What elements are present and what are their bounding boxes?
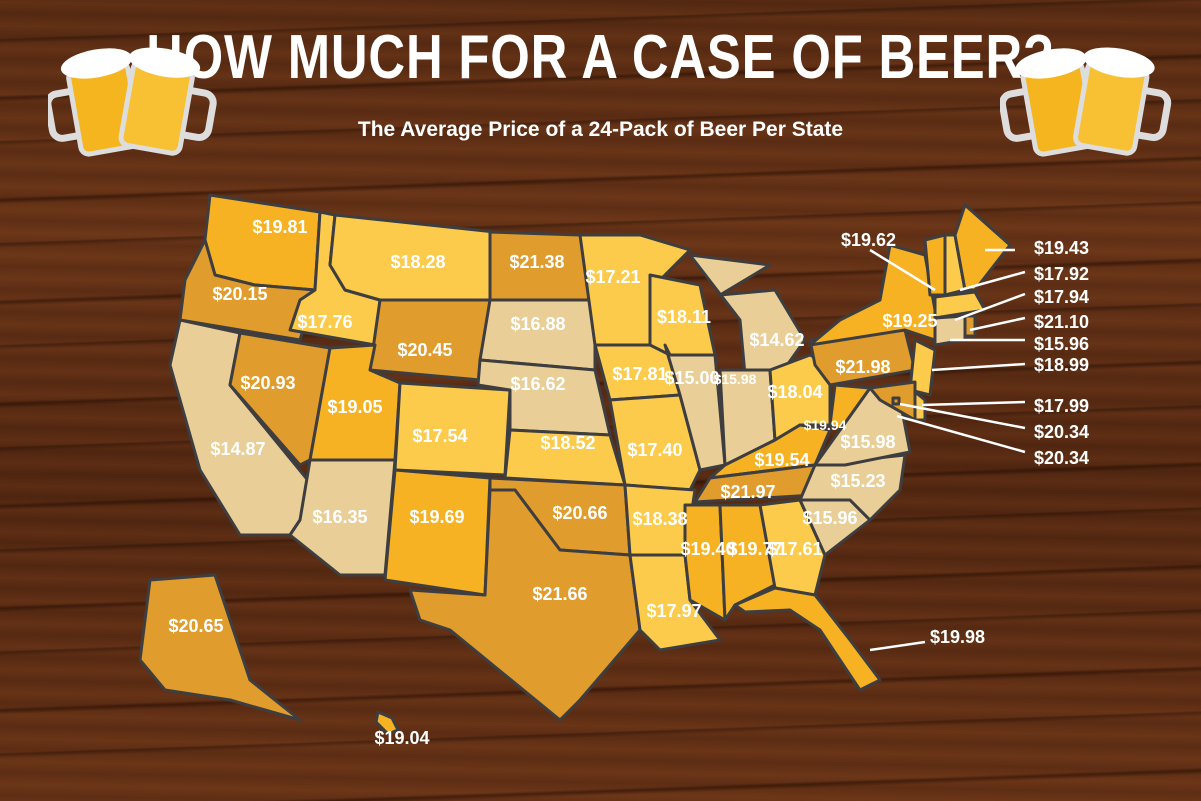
price-label-ri: $21.10 [1034,312,1089,332]
price-label-or: $20.15 [212,284,267,304]
price-label-ok: $20.66 [552,503,607,523]
price-label-al: $19.77 [727,539,782,559]
leader-line-ma [954,292,1026,322]
price-label-sd: $16.88 [510,314,565,334]
price-label-la: $17.97 [646,601,701,621]
price-label-tx: $21.66 [532,584,587,604]
price-label-wy: $20.45 [397,340,452,360]
beer-mugs-left-icon [48,47,217,157]
beer-mugs-right-icon [1000,47,1172,157]
price-label-nc: $15.23 [830,471,885,491]
price-label-pa: $21.98 [835,357,890,377]
price-label-vt: $19.62 [841,230,896,250]
price-label-ia: $17.81 [612,364,667,384]
state-hi [374,710,400,736]
price-label-ut: $19.05 [327,397,382,417]
price-label-tn: $21.97 [720,482,775,502]
price-label-ne: $16.62 [510,374,565,394]
state-ma [933,290,987,320]
price-label-nm: $19.69 [409,507,464,527]
leader-line-nh [959,270,1026,292]
state-fl [733,586,882,692]
price-label-az: $16.35 [312,507,367,527]
state-ga [758,498,827,597]
price-label-de: $17.99 [1034,396,1089,416]
price-label-nv: $20.93 [240,373,295,393]
state-mo [608,393,702,492]
infographic-title: HOW MUCH FOR A CASE OF BEER? [146,23,1055,92]
price-label-il: $15.00 [664,368,719,388]
leader-line-md [899,402,1026,430]
price-label-me: $19.43 [1034,238,1089,258]
price-label-va: $15.98 [840,432,895,452]
price-label-mn: $17.21 [585,267,640,287]
price-label-ar: $18.38 [632,509,687,529]
state-sd [478,298,597,372]
price-label-ga: $17.61 [767,539,822,559]
price-label-in: $15.98 [714,371,757,387]
price-label-ky: $19.54 [754,450,809,470]
price-label-mt: $18.28 [390,252,445,272]
price-label-wv: $19.94 [804,417,847,433]
price-label-oh: $18.04 [767,382,822,402]
state-ak [138,573,302,722]
state-ms [683,503,727,622]
price-label-sc: $15.96 [802,508,857,528]
price-label-nh: $17.92 [1034,264,1089,284]
price-label-fl: $19.98 [930,627,985,647]
price-label-co: $17.54 [412,426,467,446]
price-label-mi: $14.62 [749,330,804,350]
price-label-wi: $18.11 [657,307,711,327]
price-label-ma: $17.94 [1034,287,1089,307]
price-label-ak: $20.65 [168,616,223,636]
state-ri [963,314,977,338]
leader-line-nj [931,362,1026,372]
price-label-mo: $17.40 [627,440,682,460]
leader-line-ri [969,316,1026,332]
price-label-ms: $19.40 [680,539,735,559]
price-label-ct: $15.96 [1034,334,1089,354]
price-label-ks: $18.52 [540,433,595,453]
leader-line-dc [896,414,1026,454]
leader-line-vt [869,248,936,292]
leader-line-fl [869,640,926,652]
leader-line-de [921,400,1026,407]
infographic-subtitle: The Average Price of a 24-Pack of Beer P… [357,118,844,141]
price-label-dc: $20.34 [1034,448,1089,468]
state-tx [408,488,642,722]
state-nv [228,331,332,467]
state-me [953,203,1012,292]
price-label-hi: $19.04 [374,728,429,748]
state-dc [891,396,901,406]
price-label-ca: $14.87 [210,439,265,459]
price-label-wa: $19.81 [252,217,307,237]
price-label-nd: $21.38 [509,252,564,272]
price-label-id: $17.76 [297,312,352,332]
price-label-nj: $18.99 [1034,355,1089,375]
price-label-md: $20.34 [1034,422,1089,442]
state-nm [383,468,492,597]
state-il [663,343,727,472]
price-label-ny: $19.25 [882,311,937,331]
